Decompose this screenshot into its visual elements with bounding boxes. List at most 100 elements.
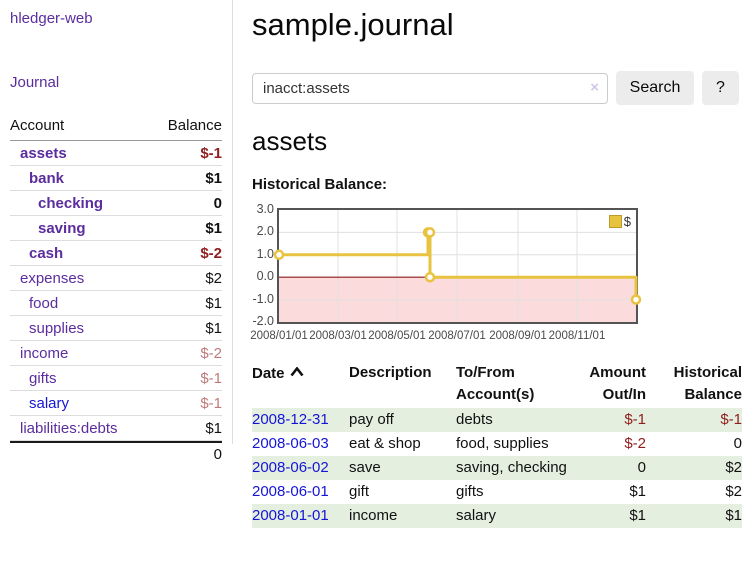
y-axis-tick: 3.0 bbox=[256, 202, 274, 216]
account-link-assets[interactable]: assets bbox=[20, 144, 67, 162]
x-axis-tick: 2008/07/01 bbox=[428, 330, 486, 342]
account-balance: $-2 bbox=[200, 344, 222, 362]
transaction-description: income bbox=[349, 507, 398, 524]
amount-column-header: Amount Out/In bbox=[589, 364, 646, 403]
sort-ascending-icon bbox=[289, 362, 304, 384]
account-balance: $1 bbox=[205, 419, 222, 437]
transaction-date-link[interactable]: 2008-06-03 bbox=[252, 435, 329, 452]
transaction-date-link[interactable]: 2008-01-01 bbox=[252, 507, 329, 524]
x-axis-tick: 2008/03/01 bbox=[309, 330, 367, 342]
account-balance: $-1 bbox=[200, 144, 222, 162]
transaction-accounts: debts bbox=[456, 411, 493, 428]
account-link-saving[interactable]: saving bbox=[38, 219, 86, 237]
account-link-income[interactable]: income bbox=[20, 344, 69, 362]
transaction-amount: 0 bbox=[637, 459, 646, 476]
description-column-header: Description bbox=[349, 364, 432, 381]
y-axis-tick: 0.0 bbox=[256, 269, 274, 283]
account-link-bank[interactable]: bank bbox=[29, 169, 65, 187]
transaction-accounts: salary bbox=[456, 507, 497, 524]
account-balance: $2 bbox=[205, 269, 222, 287]
transaction-accounts: gifts bbox=[456, 483, 484, 500]
register-row[interactable]: 2008-01-01 income salary $1 $1 bbox=[252, 504, 742, 528]
transaction-balance: 0 bbox=[733, 435, 742, 452]
transaction-description: gift bbox=[349, 483, 370, 500]
x-axis-tick: 2008/09/01 bbox=[489, 330, 547, 342]
register-row[interactable]: 2008-06-01 gift gifts $1 $2 bbox=[252, 480, 742, 504]
account-row: bank $1 bbox=[10, 166, 222, 191]
account-balance: $1 bbox=[205, 169, 222, 187]
y-axis-tick: -2.0 bbox=[252, 314, 274, 328]
help-button[interactable]: ? bbox=[702, 71, 739, 105]
transaction-balance: $1 bbox=[725, 507, 742, 524]
account-row: assets $-1 bbox=[10, 141, 222, 166]
transaction-description: eat & shop bbox=[349, 435, 421, 452]
clear-search-icon[interactable]: × bbox=[590, 78, 599, 96]
page-title: sample.journal bbox=[252, 7, 454, 42]
account-link-supplies[interactable]: supplies bbox=[29, 319, 85, 337]
account-balance: 0 bbox=[213, 194, 222, 212]
x-axis-tick: 2008/05/01 bbox=[368, 330, 426, 342]
account-column-header: Account bbox=[10, 117, 65, 134]
account-balance-table: Account Balance assets $-1 bank $1 check… bbox=[10, 114, 222, 466]
y-axis-tick: 2.0 bbox=[256, 224, 274, 238]
y-axis-tick: -1.0 bbox=[252, 292, 274, 306]
chart-legend: $ bbox=[608, 214, 631, 229]
account-balance: $1 bbox=[205, 219, 222, 237]
transaction-amount: $-2 bbox=[624, 435, 646, 452]
accounts-total-row: 0 bbox=[10, 441, 222, 466]
account-row: supplies $1 bbox=[10, 316, 222, 341]
chart-canvas bbox=[273, 210, 642, 322]
search-input[interactable] bbox=[252, 72, 608, 104]
x-axis-tick: 2008/01/01 bbox=[250, 330, 308, 342]
account-link-food[interactable]: food bbox=[29, 294, 59, 312]
search-bar: × Search ? bbox=[252, 71, 740, 105]
transaction-date-link[interactable]: 2008-12-31 bbox=[252, 411, 329, 428]
account-row: checking 0 bbox=[10, 191, 222, 216]
account-row: cash $-2 bbox=[10, 241, 222, 266]
y-axis-tick: 1.0 bbox=[256, 247, 274, 261]
x-axis-tick: 2008/11/01 bbox=[548, 330, 606, 342]
transaction-description: save bbox=[349, 459, 381, 476]
account-link-checking[interactable]: checking bbox=[38, 194, 104, 212]
transaction-date-link[interactable]: 2008-06-01 bbox=[252, 483, 329, 500]
sidebar-item-journal[interactable]: Journal bbox=[10, 74, 60, 91]
historical-balance-chart: 3.0 2.0 1.0 0.0 -1.0 -2.0 bbox=[250, 202, 740, 349]
account-row: gifts $-1 bbox=[10, 366, 222, 391]
account-balance: $-1 bbox=[200, 369, 222, 387]
transaction-amount: $-1 bbox=[624, 411, 646, 428]
account-link-liabilities-debts[interactable]: liabilities:debts bbox=[20, 419, 118, 437]
search-button[interactable]: Search bbox=[616, 71, 694, 105]
account-balance: $-2 bbox=[200, 244, 222, 262]
transaction-date-link[interactable]: 2008-06-02 bbox=[252, 459, 329, 476]
transaction-amount: $1 bbox=[629, 507, 646, 524]
account-link-cash[interactable]: cash bbox=[29, 244, 64, 262]
register-row[interactable]: 2008-12-31 pay off debts $-1 $-1 bbox=[252, 408, 742, 432]
account-row: saving $1 bbox=[10, 216, 222, 241]
account-balance: $1 bbox=[205, 319, 222, 337]
balance-column-header: Balance bbox=[167, 117, 222, 134]
transaction-description: pay off bbox=[349, 411, 394, 428]
date-column-header[interactable]: Date bbox=[252, 361, 349, 408]
account-link-salary[interactable]: salary bbox=[29, 394, 70, 412]
account-table-header: Account Balance bbox=[10, 114, 222, 141]
app-brand-link[interactable]: hledger-web bbox=[10, 10, 93, 27]
account-balance: $1 bbox=[205, 294, 222, 312]
chart-plot-area[interactable]: $ bbox=[273, 208, 642, 324]
transaction-balance: $2 bbox=[725, 483, 742, 500]
register-header-row: Date Description To/From Account(s) Amou… bbox=[252, 361, 742, 408]
account-link-expenses[interactable]: expenses bbox=[20, 269, 85, 287]
transaction-accounts: food, supplies bbox=[456, 435, 549, 452]
transaction-accounts: saving, checking bbox=[456, 459, 567, 476]
register-table: Date Description To/From Account(s) Amou… bbox=[252, 361, 742, 528]
account-heading: assets bbox=[252, 126, 328, 156]
transaction-balance: $-1 bbox=[720, 411, 742, 428]
main-content: sample.journal × Search ? assets Histori… bbox=[250, 0, 742, 528]
account-balance: $-1 bbox=[200, 394, 222, 412]
accounts-total-value: 0 bbox=[213, 446, 222, 463]
account-row: salary $-1 bbox=[10, 391, 222, 416]
account-row: income $-2 bbox=[10, 341, 222, 366]
register-row[interactable]: 2008-06-03 eat & shop food, supplies $-2… bbox=[252, 432, 742, 456]
register-row[interactable]: 2008-06-02 save saving, checking 0 $2 bbox=[252, 456, 742, 480]
account-link-gifts[interactable]: gifts bbox=[29, 369, 57, 387]
sidebar: hledger-web Journal Account Balance asse… bbox=[0, 0, 233, 463]
